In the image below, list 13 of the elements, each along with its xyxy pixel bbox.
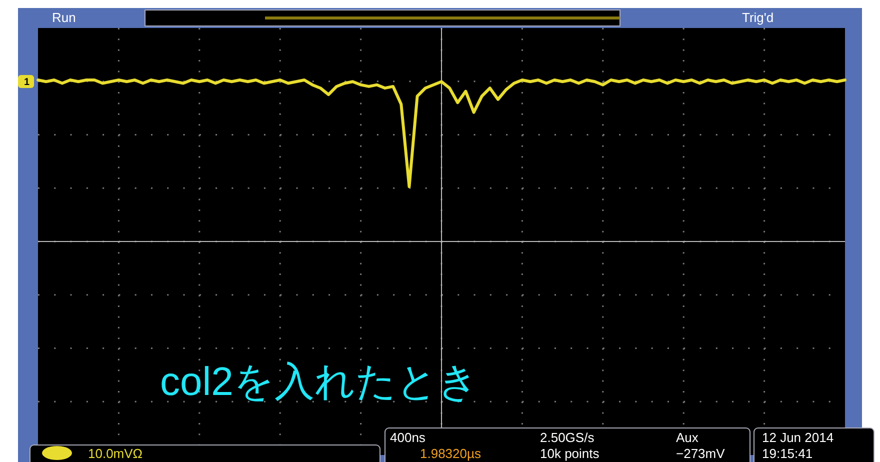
text: Run [52, 10, 76, 25]
text: 1 [24, 77, 30, 88]
text: 2.50GS/s [540, 430, 595, 445]
text: 1.98320µs [420, 446, 482, 461]
text: 19:15:41 [762, 446, 813, 461]
text: Trig'd [742, 10, 774, 25]
text: Aux [676, 430, 699, 445]
text: 10.0mVΩ [88, 446, 143, 461]
text: col2を入れたとき [160, 360, 478, 404]
text: 12 Jun 2014 [762, 430, 834, 445]
text: 10k points [540, 446, 600, 461]
text: 400ns [390, 430, 426, 445]
text: −273mV [676, 446, 726, 461]
